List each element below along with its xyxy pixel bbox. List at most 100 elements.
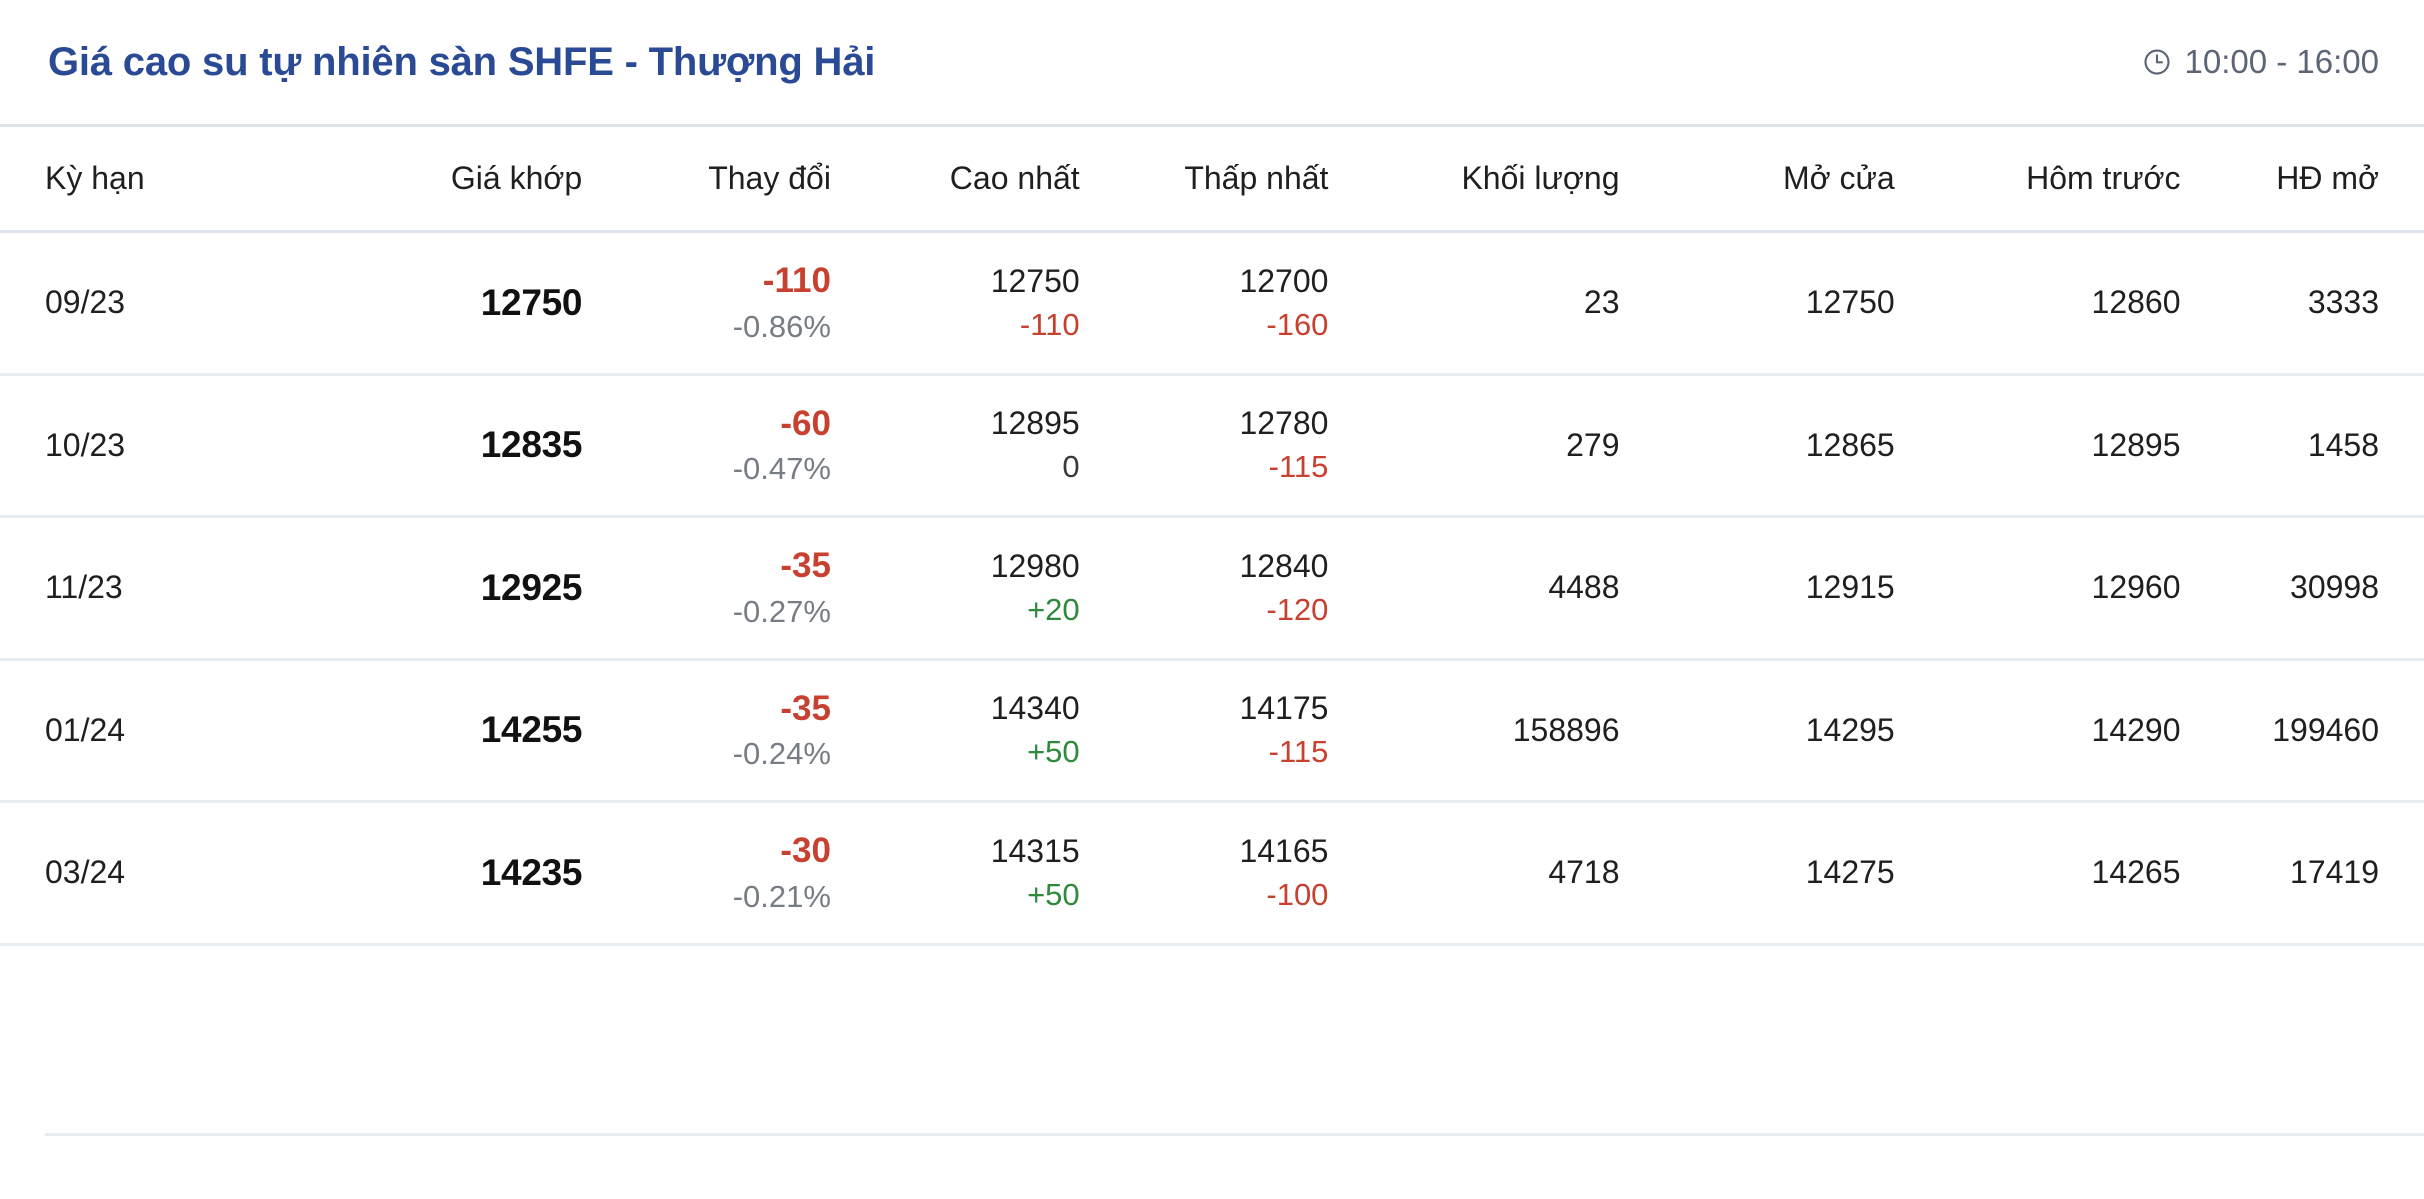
cell-term: 11/23	[0, 516, 318, 661]
change-stack: -30 -0.21%	[582, 830, 831, 916]
last-price-value: 12835	[480, 424, 583, 466]
cell-open-interest: 199460	[2180, 659, 2424, 803]
table-header-row: Kỳ hạn Giá khớp Thay đổi Cao nhất Thấp n…	[0, 124, 2424, 233]
change-value: -30	[780, 831, 831, 870]
table-row[interactable]: 03/24 14235 -30 -0.21% 14315 +50 14165 -100 4718…	[0, 801, 2424, 946]
table-row[interactable]: 01/24 14255 -35 -0.24% 14340 +50 14175 -115 1588…	[0, 659, 2424, 803]
column-header-oi[interactable]: HĐ mở	[2180, 124, 2424, 233]
high-delta: 0	[1062, 449, 1080, 485]
page-title: Giá cao su tự nhiên sàn SHFE - Thượng Hả…	[48, 40, 876, 84]
cell-high: 12980 +20	[830, 516, 1080, 661]
session-hours: 10:00 - 16:00	[2142, 43, 2380, 81]
cell-low: 12840 -120	[1079, 516, 1329, 661]
cell-change: -60 -0.47%	[582, 374, 831, 518]
cell-high: 14340 +50	[830, 659, 1080, 803]
column-header-change[interactable]: Thay đổi	[582, 124, 831, 233]
change-value: -60	[780, 403, 831, 443]
change-stack: -60 -0.47%	[582, 403, 831, 489]
change-delta: -0.86%	[732, 308, 831, 344]
column-header-high[interactable]: Cao nhất	[830, 124, 1080, 233]
high-value: 14315	[990, 832, 1080, 869]
change-delta: -0.47%	[732, 451, 831, 487]
cell-last-price: 12835	[317, 374, 583, 518]
quotes-table: Kỳ hạn Giá khớp Thay đổi Cao nhất Thấp n…	[0, 124, 2424, 946]
quotes-table-wrap: Kỳ hạn Giá khớp Thay đổi Cao nhất Thấp n…	[0, 124, 2424, 946]
cell-last-price: 14255	[317, 659, 582, 803]
table-row[interactable]: 10/23 12835 -60 -0.47% 12895 0 12780 -115 279 128…	[0, 374, 2424, 518]
cell-open: 14275	[1619, 801, 1895, 946]
table-row[interactable]: 11/23 12925 -35 -0.27% 12980 +20 12840 -120 4488…	[0, 516, 2424, 661]
low-delta: -160	[1266, 306, 1329, 342]
cell-volume: 279	[1328, 374, 1620, 518]
low-stack: 14175 -115	[1080, 689, 1329, 771]
cell-low: 12780 -115	[1079, 374, 1329, 518]
low-value: 14165	[1239, 832, 1329, 869]
low-stack: 14165 -100	[1080, 832, 1329, 914]
change-stack: -110 -0.86%	[582, 260, 831, 346]
page-header: Giá cao su tự nhiên sàn SHFE - Thượng Hả…	[0, 0, 2424, 124]
column-header-prev[interactable]: Hôm trước	[1894, 124, 2181, 233]
change-delta: -0.24%	[732, 736, 831, 772]
change-value: -35	[780, 688, 831, 728]
table-row[interactable]: 09/23 12750 -110 -0.86% 12750 -110 12700 -160 23…	[0, 231, 2424, 376]
column-header-volume[interactable]: Khối lượng	[1328, 124, 1620, 233]
clock-icon	[2142, 47, 2172, 77]
column-header-open[interactable]: Mở cửa	[1619, 124, 1895, 233]
cell-volume: 158896	[1328, 659, 1620, 803]
cell-change: -35 -0.24%	[582, 659, 831, 803]
high-delta: +20	[1027, 591, 1080, 627]
low-value: 12840	[1239, 547, 1329, 584]
high-delta: -110	[1019, 306, 1080, 342]
high-stack: 14315 +50	[831, 832, 1080, 914]
low-delta: -115	[1268, 734, 1329, 770]
change-stack: -35 -0.24%	[582, 688, 831, 774]
cell-high: 14315 +50	[830, 801, 1080, 946]
session-hours-label: 10:00 - 16:00	[2184, 43, 2380, 80]
high-delta: +50	[1027, 876, 1080, 912]
low-value: 12780	[1239, 405, 1329, 442]
column-header-term[interactable]: Kỳ hạn	[0, 124, 318, 233]
cell-change: -35 -0.27%	[582, 516, 831, 661]
column-header-last[interactable]: Giá khớp	[317, 124, 583, 233]
cell-last-price: 12750	[317, 231, 583, 376]
cell-low: 14175 -115	[1079, 659, 1329, 803]
cell-term: 01/24	[0, 659, 318, 803]
cell-high: 12750 -110	[830, 231, 1080, 376]
cell-volume: 4488	[1328, 516, 1620, 661]
cell-prev: 14265	[1894, 801, 2181, 946]
change-delta: -0.27%	[732, 593, 831, 629]
cell-prev: 12860	[1894, 231, 2181, 376]
cell-volume: 4718	[1328, 801, 1620, 946]
high-delta: +50	[1027, 734, 1080, 770]
cell-high: 12895 0	[830, 374, 1080, 518]
low-stack: 12840 -120	[1080, 547, 1329, 629]
cell-change: -30 -0.21%	[582, 801, 831, 946]
cell-term: 09/23	[0, 231, 318, 376]
high-value: 12895	[990, 405, 1080, 442]
cell-low: 14165 -100	[1079, 801, 1329, 946]
change-stack: -35 -0.27%	[582, 545, 831, 631]
last-price-value: 14235	[480, 851, 583, 893]
cell-term: 10/23	[0, 374, 318, 518]
change-delta: -0.21%	[732, 878, 831, 914]
last-price-value: 12750	[480, 281, 583, 323]
high-stack: 12980 +20	[831, 547, 1080, 629]
cell-open-interest: 30998	[2180, 516, 2424, 661]
high-value: 12750	[990, 262, 1080, 299]
column-header-low[interactable]: Thấp nhất	[1079, 124, 1329, 233]
low-delta: -100	[1266, 876, 1329, 912]
table-body: 09/23 12750 -110 -0.86% 12750 -110 12700 -160 23…	[0, 231, 2424, 946]
low-value: 12700	[1239, 262, 1329, 299]
low-stack: 12780 -115	[1080, 404, 1329, 486]
cell-open: 12750	[1619, 231, 1895, 376]
cell-open-interest: 3333	[2180, 231, 2424, 376]
cell-open-interest: 17419	[2180, 801, 2424, 946]
table-header: Kỳ hạn Giá khớp Thay đổi Cao nhất Thấp n…	[0, 124, 2424, 233]
low-delta: -115	[1268, 449, 1329, 485]
cell-last-price: 12925	[317, 516, 582, 661]
cell-volume: 23	[1328, 231, 1620, 376]
cell-change: -110 -0.86%	[582, 231, 831, 376]
high-value: 12980	[990, 547, 1080, 584]
cell-open: 12865	[1619, 374, 1895, 518]
cell-term: 03/24	[0, 801, 318, 946]
